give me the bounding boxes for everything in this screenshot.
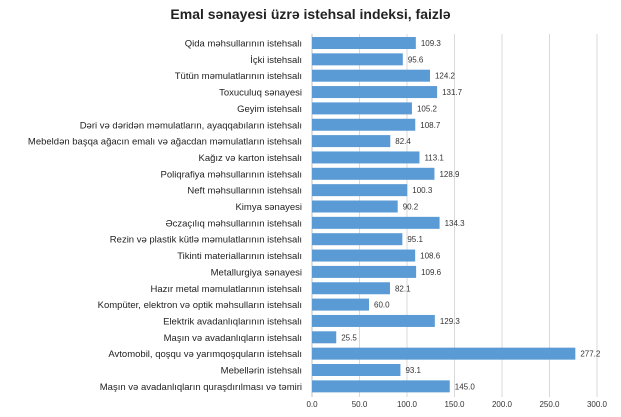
bar [312, 200, 398, 213]
data-label: 100.3 [412, 186, 433, 195]
data-label: 113.1 [424, 153, 444, 162]
bar [312, 216, 440, 229]
bar [312, 331, 337, 344]
data-label: 108.6 [420, 252, 441, 261]
category-label: Mebeldən başqa ağacın emalı və ağacdan m… [28, 137, 302, 148]
category-label: Elektrik avadanlıqlarının istehsalı [163, 316, 302, 327]
bar [312, 135, 391, 148]
bar [312, 53, 403, 66]
bar [312, 86, 438, 99]
data-label: 124.2 [435, 72, 456, 81]
bar [312, 167, 435, 180]
data-label: 60.0 [374, 301, 390, 310]
data-label: 82.4 [395, 137, 411, 146]
x-tick-label: 250.0 [539, 400, 560, 409]
bar [312, 282, 390, 295]
bar [312, 380, 450, 393]
data-label: 109.3 [421, 39, 442, 48]
x-tick-label: 50.0 [352, 400, 368, 409]
category-label: Əczaçılıq məhsullarının istehsalı [165, 218, 302, 229]
data-label: 105.2 [417, 104, 438, 113]
category-label: Toxuculuq sənayesi [219, 88, 302, 99]
data-label: 131.7 [442, 88, 463, 97]
data-label: 95.1 [407, 235, 423, 244]
category-label: Metallurgiya sənayesi [211, 267, 302, 278]
category-label: Kompüter, elektron və optik məhsulların … [98, 300, 302, 311]
category-label: Tikinti materiallarının istehsalı [177, 251, 302, 262]
category-label: Tütün məmulatlarının istehsalı [175, 71, 302, 82]
category-label: Neft məhsullarının istehsalı [187, 186, 302, 197]
data-label: 129.3 [440, 317, 461, 326]
category-label: Poliqrafiya məhsullarının istehsalı [160, 169, 302, 180]
x-tick-label: 100.0 [397, 400, 418, 409]
bar [312, 233, 403, 246]
category-label: İçki istehsalı [250, 55, 302, 66]
data-label: 109.6 [421, 268, 442, 277]
bar [312, 347, 576, 360]
bar [312, 249, 416, 262]
category-label: Hazır metal məmulatlarının istehsalı [150, 284, 302, 295]
bar [312, 69, 430, 82]
chart-title: Emal sənayesi üzrə istehsal indeksi, fai… [170, 6, 451, 22]
category-label: Kağız və karton istehsalı [199, 153, 303, 164]
category-label: Rezin və plastik kütlə məmulatlarının is… [110, 235, 302, 246]
bar [312, 118, 416, 131]
x-tick-label: 0.0 [306, 400, 318, 409]
data-label: 128.9 [439, 170, 460, 179]
category-label: Avtomobil, qoşqu və yarımqoşquların iste… [108, 349, 302, 360]
x-tick-label: 150.0 [444, 400, 465, 409]
category-label: Geyim istehsalı [237, 104, 302, 115]
data-label: 95.6 [408, 55, 424, 64]
x-tick-label: 300.0 [587, 400, 608, 409]
data-label: 25.5 [341, 333, 357, 342]
data-label: 90.2 [403, 203, 419, 212]
bar [312, 314, 435, 327]
category-label: Maşın və avadanlıqların istehsalı [164, 333, 302, 344]
bar [312, 37, 416, 49]
category-label: Kimya sənayesi [235, 202, 302, 213]
data-label: 145.0 [455, 382, 476, 391]
x-tick-label: 200.0 [492, 400, 513, 409]
category-label: Mebellərin istehsalı [221, 366, 302, 377]
bar [312, 151, 420, 164]
data-label: 93.1 [405, 366, 421, 375]
bar [312, 298, 369, 311]
data-label: 134.3 [445, 219, 466, 228]
data-label: 82.1 [395, 284, 411, 293]
data-label: 277.2 [580, 350, 601, 359]
category-label: Dəri və dəridən məmulatların, ayaqqabıla… [80, 120, 302, 131]
data-label: 108.7 [420, 121, 441, 130]
category-label: Maşın və avadanlıqların quraşdırılması v… [100, 382, 302, 393]
bar [312, 102, 412, 115]
bar [312, 184, 408, 197]
category-label: Qida məhsullarının istehsalı [185, 39, 302, 50]
bar [312, 364, 401, 376]
bar [312, 265, 417, 278]
